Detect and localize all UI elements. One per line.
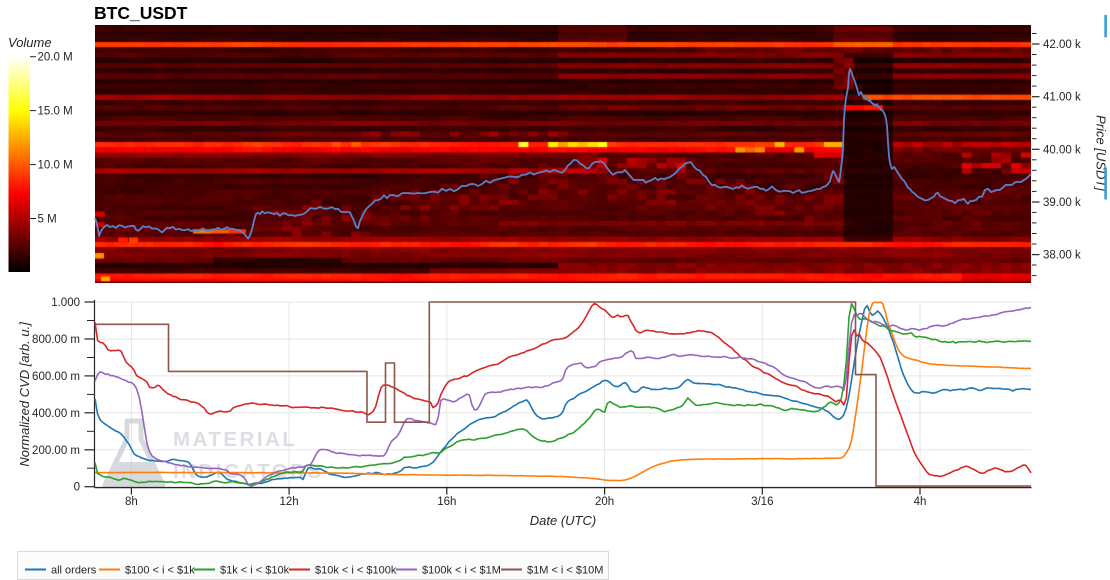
- svg-text:$100 < i < $1k: $100 < i < $1k: [125, 565, 195, 577]
- svg-text:Date (UTC): Date (UTC): [530, 513, 596, 528]
- svg-text:1.000: 1.000: [51, 297, 80, 309]
- svg-text:$1M < i < $10M: $1M < i < $10M: [527, 565, 603, 577]
- svg-text:200.00 m: 200.00 m: [32, 445, 80, 457]
- svg-text:INDICATORS: INDICATORS: [173, 460, 324, 483]
- svg-text:0: 0: [74, 482, 80, 494]
- svg-text:16h: 16h: [437, 496, 456, 508]
- svg-text:39.00 k: 39.00 k: [1043, 197, 1081, 209]
- svg-text:3/16: 3/16: [751, 496, 773, 508]
- svg-text:5 M: 5 M: [38, 214, 57, 226]
- svg-text:600.00 m: 600.00 m: [32, 371, 80, 383]
- svg-text:10.0 M: 10.0 M: [38, 160, 73, 172]
- svg-text:42.00 k: 42.00 k: [1043, 39, 1081, 51]
- svg-text:20h: 20h: [595, 496, 614, 508]
- svg-text:MATERIAL: MATERIAL: [173, 428, 297, 451]
- svg-text:$1k < i < $10k: $1k < i < $10k: [220, 565, 290, 577]
- svg-text:8h: 8h: [125, 496, 138, 508]
- svg-text:Volume: Volume: [8, 35, 52, 50]
- svg-text:20.0 M: 20.0 M: [38, 52, 73, 64]
- svg-text:12h: 12h: [280, 496, 299, 508]
- svg-text:4h: 4h: [914, 496, 927, 508]
- svg-text:15.0 M: 15.0 M: [38, 106, 73, 118]
- svg-text:$10k < i < $100k: $10k < i < $100k: [315, 565, 397, 577]
- svg-text:40.00 k: 40.00 k: [1043, 144, 1081, 156]
- svg-text:all orders: all orders: [51, 565, 97, 577]
- svg-text:$100k < i < $1M: $100k < i < $1M: [422, 565, 501, 577]
- svg-text:BTC_USDT: BTC_USDT: [94, 3, 188, 23]
- svg-text:400.00 m: 400.00 m: [32, 408, 80, 420]
- svg-text:41.00 k: 41.00 k: [1043, 92, 1081, 104]
- svg-text:800.00 m: 800.00 m: [32, 334, 80, 346]
- svg-text:Normalized CVD [arb. u.]: Normalized CVD [arb. u.]: [17, 322, 32, 467]
- svg-text:38.00 k: 38.00 k: [1043, 250, 1081, 262]
